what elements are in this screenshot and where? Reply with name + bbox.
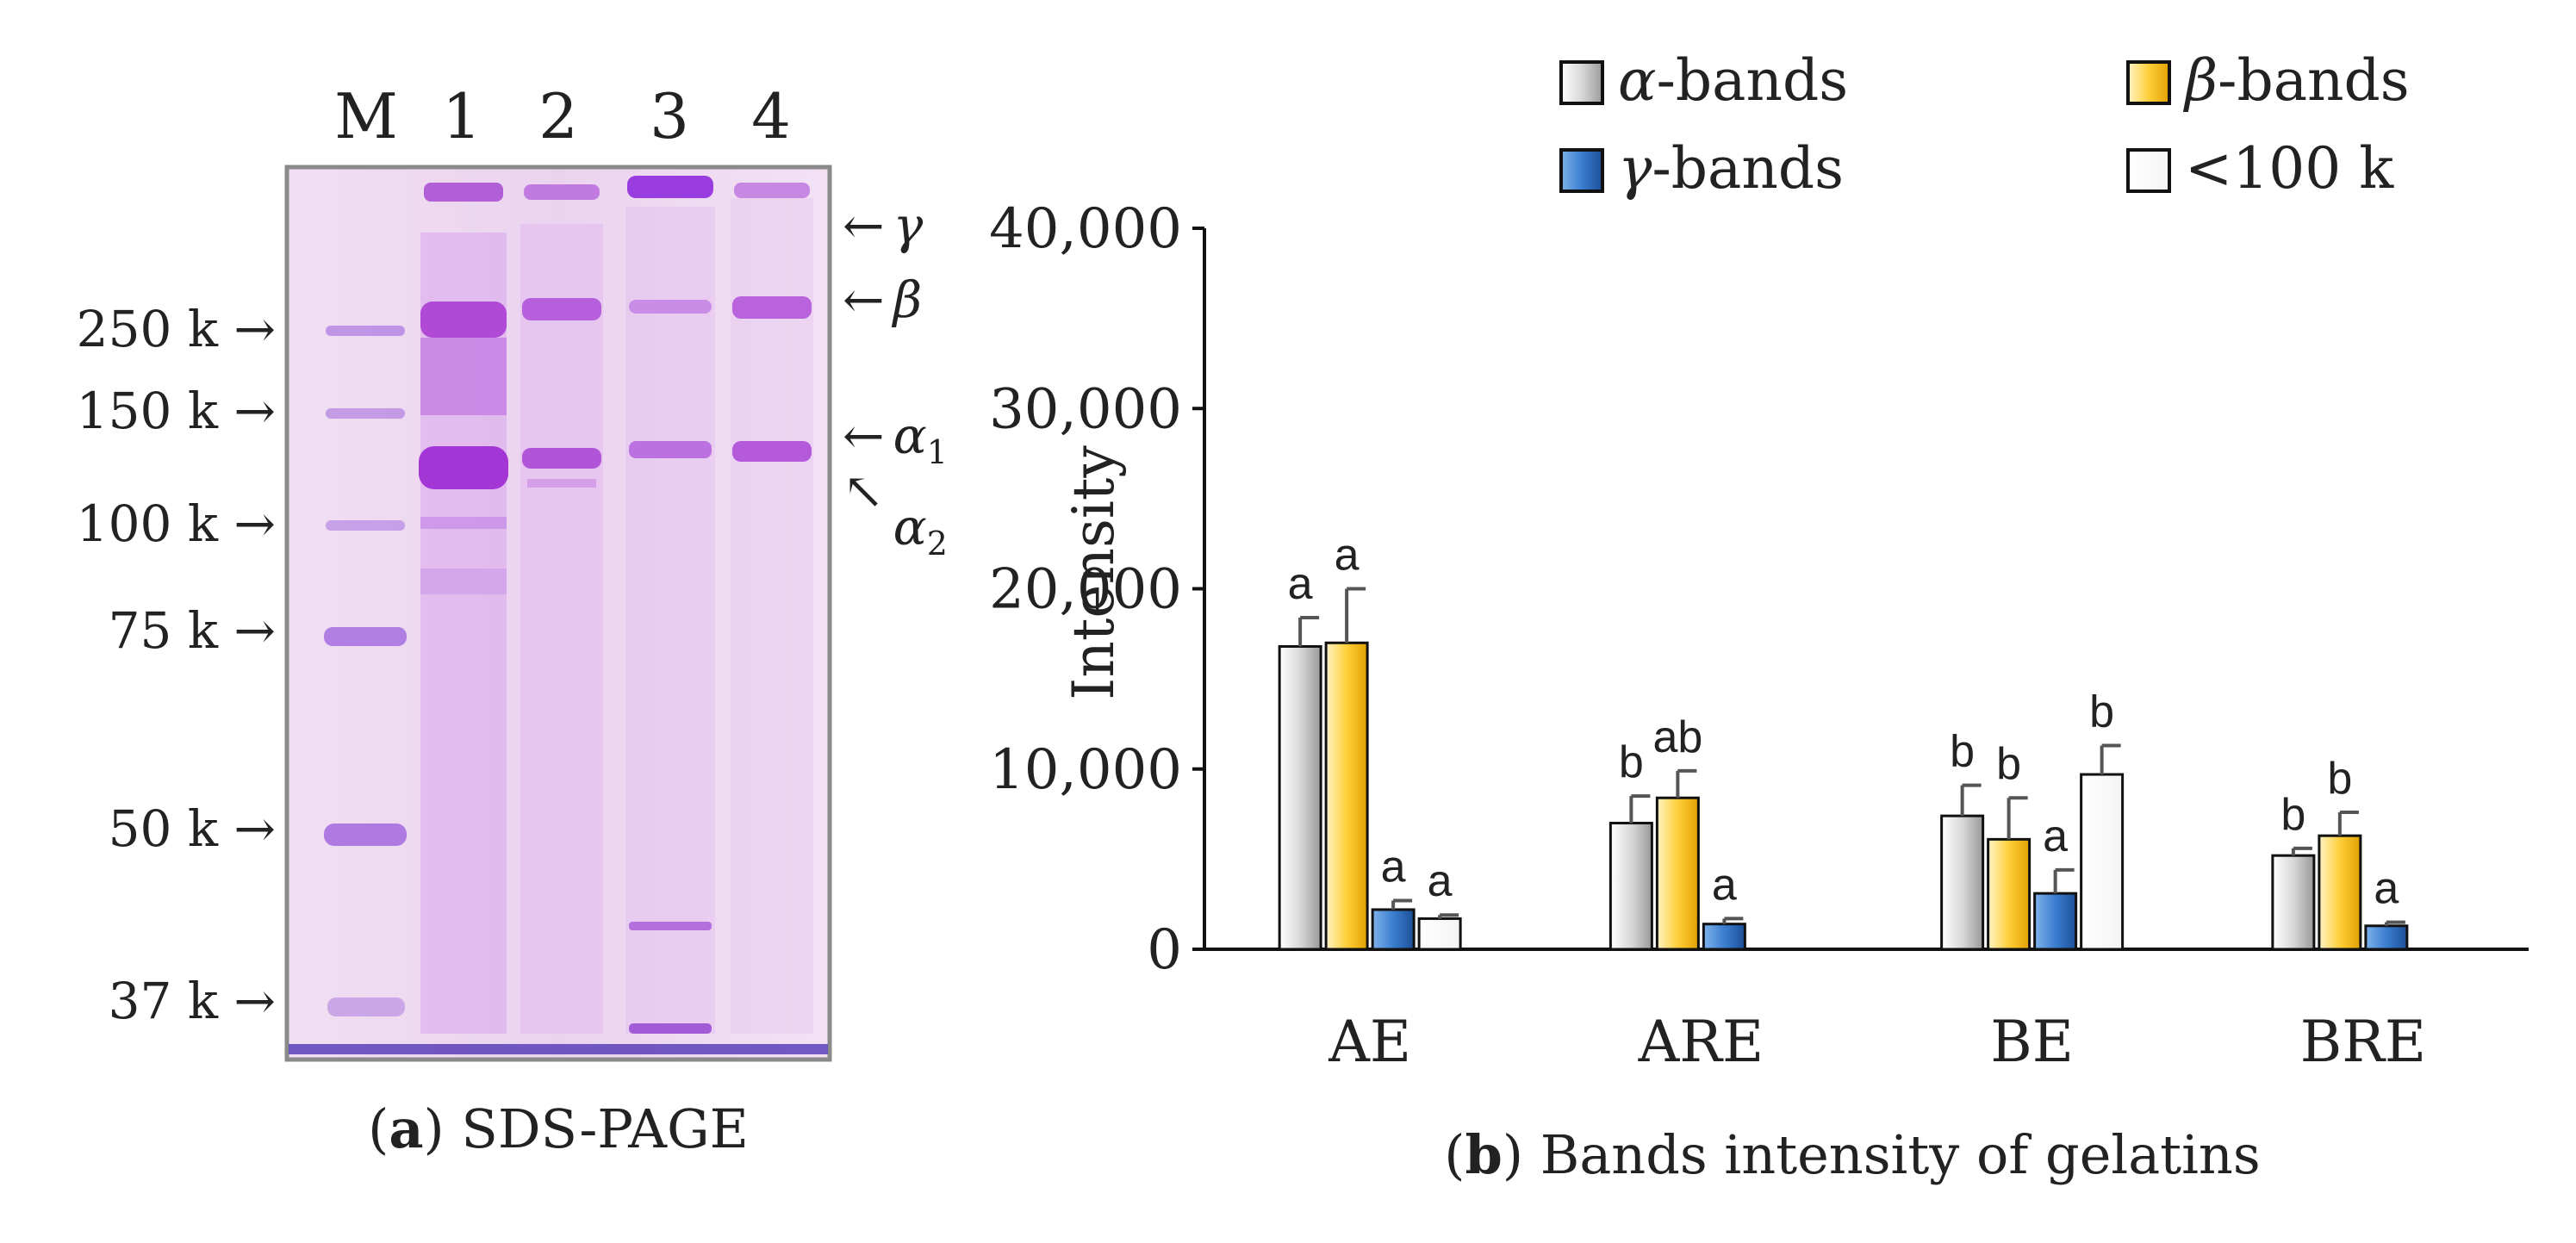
legend-item-bands: γ-bands	[1559, 135, 1844, 202]
significance-letter: b	[2280, 790, 2305, 840]
lane-label-2: 2	[538, 80, 578, 152]
x-category-label-are: ARE	[1638, 1009, 1764, 1075]
marker-label-250k: 250 k →	[77, 300, 276, 358]
error-bar-ae-bands	[1345, 587, 1366, 643]
lane-label-4: 4	[751, 80, 791, 152]
error-bar-are-bands	[1722, 917, 1744, 924]
band-label-gamma: ← γ	[843, 196, 924, 255]
error-bar-are-bands	[1629, 794, 1651, 823]
chart-axes: 0 10,000 20,000 30,000 40,000 AE ARE BE BRE	[989, 197, 2529, 1075]
significance-letter: a	[1381, 842, 1406, 892]
legend-label: γ-bands	[1618, 135, 1844, 202]
x-category-label-ae: AE	[1328, 1009, 1411, 1075]
error-bar-be-100-k	[2100, 743, 2121, 775]
lane-1-bands	[419, 183, 508, 1034]
y-tick-label: 30,000	[989, 377, 1182, 441]
sds-page-panel: M 1 2 3 4	[77, 80, 948, 1160]
legend-item-100-k: <100 k	[2126, 135, 2394, 202]
bar-bre-bands	[2318, 834, 2362, 951]
marker-label-100k: 100 k →	[77, 494, 276, 553]
significance-letter: a	[1288, 559, 1313, 609]
bar-bre-bands	[2271, 854, 2316, 951]
y-tick-label: 10,000	[989, 738, 1182, 802]
bar-ae-bands	[1278, 644, 1322, 951]
error-bar-are-bands	[1676, 768, 1697, 799]
marker-label-75k: 75 k →	[109, 601, 276, 660]
x-category-label-bre: BRE	[2300, 1009, 2426, 1075]
significance-letter: b	[2327, 754, 2352, 804]
bar-chart-panel: α-bands β-bands γ-bands <100 k 0 10,000 20,00…	[989, 47, 2529, 1186]
bar-be-bands	[1987, 837, 2032, 951]
error-bar-bre-bands	[2384, 920, 2405, 926]
y-axis-title: Intensity	[1061, 445, 1127, 700]
significance-letter: b	[1619, 737, 1644, 787]
lane-3-bands	[625, 176, 715, 1034]
band-label-alpha2: ↖α2	[843, 462, 948, 562]
x-category-label-be: BE	[1990, 1009, 2074, 1075]
marker-label-37k: 37 k →	[109, 972, 276, 1030]
legend-label: β-bands	[2182, 47, 2410, 114]
significance-letter: a	[2043, 811, 2068, 861]
significance-letter: ab	[1652, 712, 1702, 762]
y-tick-label: 20,000	[989, 558, 1182, 622]
significance-letter: b	[1950, 727, 1975, 777]
marker-lane	[324, 326, 407, 1016]
y-tick-label: 40,000	[989, 197, 1182, 261]
bar-are-bands	[1655, 796, 1700, 951]
bar-are-bands	[1702, 923, 1746, 951]
band-label-beta: ← β	[843, 270, 922, 329]
marker-label-50k: 50 k →	[109, 799, 276, 858]
bar-be-bands	[2033, 892, 2078, 951]
bar-are-bands	[1608, 822, 1653, 951]
significance-letter: a	[2374, 864, 2399, 914]
significance-letter: b	[1996, 739, 2021, 789]
legend-swatch	[1559, 60, 1604, 105]
marker-label-150k: 150 k →	[77, 382, 276, 440]
y-tick-label: 0	[1147, 918, 1182, 982]
bar-ae-bands	[1371, 908, 1416, 951]
bar-ae-bands	[1324, 641, 1369, 951]
legend-item-bands: α-bands	[1559, 47, 1848, 114]
error-bar-ae-bands	[1298, 615, 1320, 647]
significance-letter: b	[2089, 687, 2114, 737]
error-bar-be-bands	[2007, 796, 2028, 840]
error-bar-ae-bands	[1391, 898, 1413, 910]
chart-legend: α-bands β-bands γ-bands <100 k	[1559, 47, 2410, 202]
legend-label: <100 k	[2185, 135, 2394, 202]
lane-label-3: 3	[650, 80, 689, 152]
gel-image	[284, 165, 832, 1062]
lane-4-bands	[731, 183, 813, 1034]
bar-bre-bands	[2364, 924, 2409, 951]
error-bar-be-bands	[2053, 867, 2075, 894]
lane-label-1: 1	[442, 80, 482, 152]
error-bar-ae-100-k	[1438, 913, 1459, 919]
bar-be-bands	[1940, 814, 1985, 951]
legend-swatch	[2126, 148, 2171, 193]
error-bar-bre-bands	[2291, 846, 2312, 856]
significance-letter: a	[1335, 531, 1360, 581]
legend-swatch	[2126, 60, 2171, 105]
error-bar-be-bands	[1960, 783, 1982, 817]
significance-letter: a	[1428, 856, 1453, 906]
lane-2-bands	[520, 184, 603, 1034]
lane-label-m: M	[334, 80, 398, 152]
error-bar-bre-bands	[2337, 810, 2359, 836]
legend-item-bands: β-bands	[2126, 47, 2410, 114]
panel-a-caption: (a) SDS-PAGE	[368, 1097, 749, 1160]
bar-be-100-k	[2080, 773, 2125, 951]
legend-label: α-bands	[1618, 47, 1848, 114]
significance-letter: a	[1712, 860, 1737, 910]
panel-b-caption: (b) Bands intensity of gelatins	[1444, 1123, 2260, 1186]
bar-ae-100-k	[1417, 917, 1462, 951]
legend-swatch	[1559, 148, 1604, 193]
band-label-alpha1: ← α1	[843, 407, 948, 471]
